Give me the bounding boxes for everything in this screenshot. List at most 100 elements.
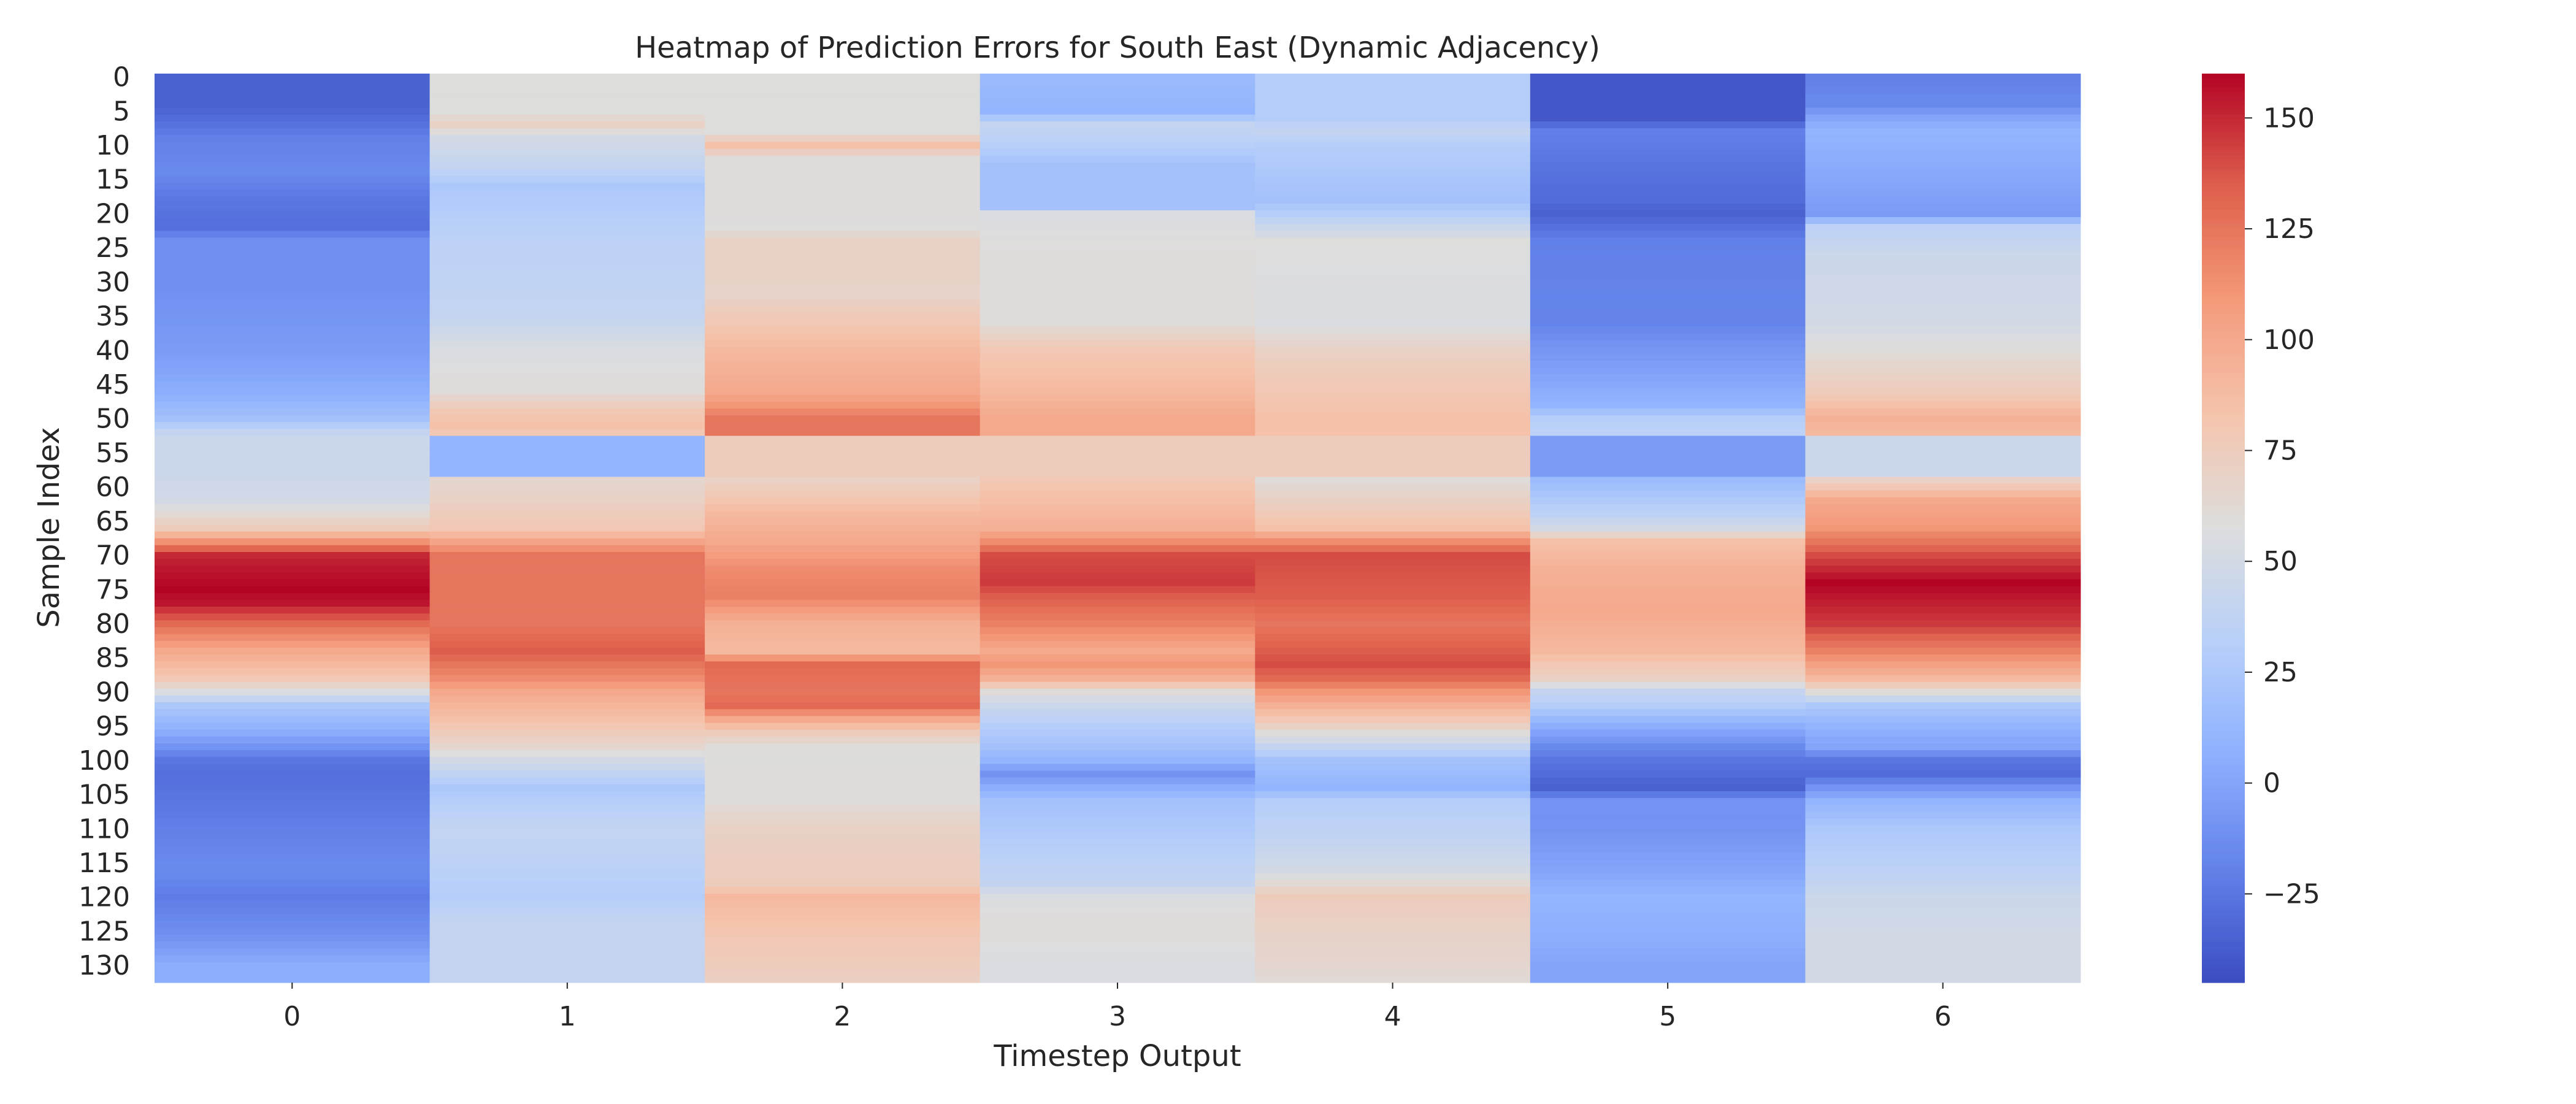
heatmap-cell <box>1530 764 1806 772</box>
heatmap-cell <box>705 907 981 915</box>
heatmap-cell <box>1255 696 1531 703</box>
heatmap-cell <box>1805 846 2081 853</box>
heatmap-cell <box>1530 524 1806 532</box>
colorbar-segment <box>2202 569 2245 574</box>
y-tick-label: 50 <box>96 404 130 435</box>
heatmap-cell <box>705 442 981 450</box>
heatmap-cell <box>1530 962 1806 970</box>
heatmap-cell <box>1805 190 2081 197</box>
heatmap-cell <box>1255 326 1531 334</box>
heatmap-cell <box>705 190 981 197</box>
colorbar-segment <box>2202 264 2245 270</box>
colorbar-segment <box>2202 669 2245 674</box>
heatmap-cell <box>705 121 981 129</box>
heatmap-cell <box>1255 545 1531 553</box>
heatmap-cell <box>705 305 981 313</box>
y-tick-label: 125 <box>79 916 130 947</box>
heatmap-cell <box>429 210 705 218</box>
heatmap-cell <box>705 183 981 191</box>
heatmap-cell <box>429 907 705 915</box>
colorbar-segment <box>2202 769 2245 774</box>
heatmap-cell <box>705 681 981 689</box>
colorbar-segment <box>2202 323 2245 329</box>
colorbar-segment <box>2202 459 2245 465</box>
colorbar-segment <box>2202 542 2245 547</box>
heatmap-cell <box>1530 853 1806 861</box>
heatmap-cell <box>429 347 705 355</box>
heatmap-cell <box>1255 559 1531 566</box>
heatmap-cell <box>979 948 1255 956</box>
heatmap-cell <box>1255 87 1531 95</box>
heatmap-cell <box>429 155 705 163</box>
heatmap-cell <box>1530 101 1806 109</box>
heatmap-cell <box>429 750 705 757</box>
heatmap-cell <box>705 224 981 231</box>
heatmap-cell <box>1530 374 1806 382</box>
colorbar-segment <box>2202 868 2245 874</box>
y-tick-label: 100 <box>79 745 130 776</box>
heatmap-cell <box>429 203 705 211</box>
colorbar-segment <box>2202 182 2245 188</box>
heatmap-cell <box>429 272 705 279</box>
colorbar-segment <box>2202 610 2245 615</box>
heatmap-cell <box>155 388 431 396</box>
heatmap-cell <box>155 968 431 976</box>
heatmap-cell <box>979 729 1255 737</box>
heatmap-cell <box>155 299 431 307</box>
heatmap-cell <box>1255 825 1531 833</box>
heatmap-cell <box>705 832 981 840</box>
heatmap-cell <box>1530 716 1806 724</box>
heatmap-cell <box>429 470 705 478</box>
heatmap-cell <box>1255 873 1531 881</box>
heatmap-cell <box>429 135 705 143</box>
heatmap-cell <box>979 661 1255 669</box>
colorbar-segment <box>2202 878 2245 883</box>
heatmap-cell <box>979 907 1255 915</box>
heatmap-cell <box>705 552 981 559</box>
heatmap-cell <box>705 927 981 935</box>
heatmap-cell <box>1530 231 1806 239</box>
heatmap-cell <box>705 688 981 696</box>
colorbar-tick-label: 75 <box>2263 435 2298 466</box>
heatmap-cell <box>1255 374 1531 382</box>
heatmap-cell <box>705 320 981 327</box>
heatmap-cell <box>705 347 981 355</box>
colorbar-tick-label: 25 <box>2263 657 2298 688</box>
heatmap-cell <box>705 600 981 607</box>
heatmap-cell <box>1805 723 2081 730</box>
colorbar-segment <box>2202 432 2245 438</box>
heatmap-cell <box>155 846 431 853</box>
heatmap-cell <box>155 237 431 245</box>
heatmap-cell <box>155 340 431 348</box>
y-tick-label: 20 <box>96 198 130 229</box>
heatmap-cell <box>155 634 431 642</box>
colorbar-segment <box>2202 346 2245 351</box>
heatmap-cell <box>1255 401 1531 409</box>
colorbar <box>2202 74 2245 983</box>
heatmap-cell <box>979 87 1255 95</box>
heatmap-cell <box>1530 477 1806 485</box>
colorbar-segment <box>2202 137 2245 142</box>
heatmap-cell <box>1530 846 1806 853</box>
heatmap-cell <box>1255 894 1531 901</box>
colorbar-segment <box>2202 873 2245 879</box>
heatmap-cell <box>979 900 1255 908</box>
heatmap-cell <box>155 770 431 778</box>
colorbar-segment <box>2202 891 2245 897</box>
heatmap-cell <box>429 818 705 826</box>
heatmap-cell <box>155 764 431 772</box>
heatmap-cell <box>429 921 705 929</box>
colorbar-segment <box>2202 469 2245 474</box>
colorbar-segment <box>2202 174 2245 179</box>
heatmap-cell <box>705 470 981 478</box>
heatmap-cell <box>1805 572 2081 580</box>
heatmap-cell <box>979 429 1255 437</box>
heatmap-cell <box>1530 579 1806 587</box>
heatmap-cell <box>429 128 705 136</box>
heatmap-cell <box>1530 798 1806 805</box>
heatmap-cell <box>429 333 705 341</box>
heatmap-cell <box>705 176 981 183</box>
heatmap-cell <box>155 196 431 204</box>
heatmap-cell <box>429 313 705 320</box>
heatmap-cell <box>1530 668 1806 676</box>
